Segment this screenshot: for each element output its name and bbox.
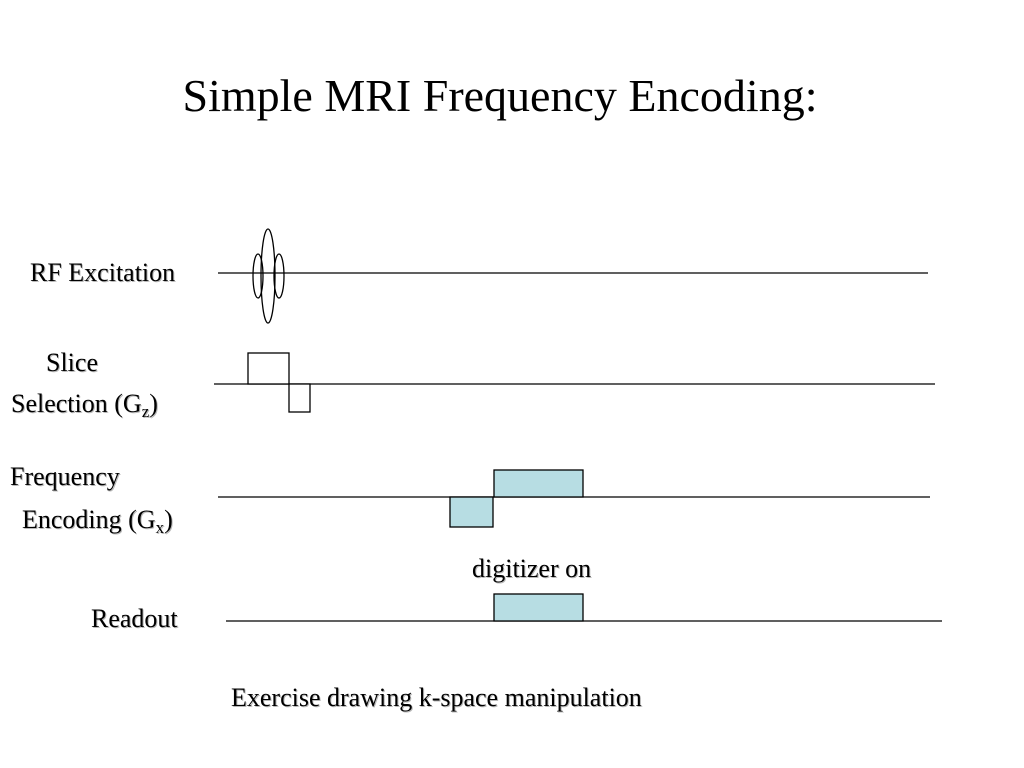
rf-pulse [252, 228, 285, 324]
slice-label-close: ) [149, 389, 158, 418]
slice-selection-label-line2: Selection (Gz) [11, 387, 158, 421]
slide-title: Simple MRI Frequency Encoding: [182, 70, 818, 121]
slice-label-text: Selection (G [11, 389, 142, 418]
slice-label-subscript: z [141, 402, 150, 421]
slice-positive-lobe [247, 352, 290, 385]
slice-selection-label-line1: Slice [46, 348, 98, 377]
slide-caption: Exercise drawing k-space manipulation [231, 683, 642, 712]
readout-label: Readout [91, 604, 178, 633]
frequency-encoding-label-line1: Frequency [10, 462, 120, 491]
frequency-encoding-label-line2: Encoding (Gx) [22, 503, 173, 537]
frequency-negative-lobe [449, 496, 494, 528]
digitizer-annotation: digitizer on [472, 554, 592, 583]
frequency-label-close: ) [164, 505, 173, 534]
slice-negative-lobe [288, 383, 311, 413]
frequency-label-subscript: x [155, 518, 165, 537]
frequency-label-text: Encoding (G [22, 505, 156, 534]
rf-excitation-label: RF Excitation [30, 258, 176, 287]
frequency-positive-lobe [493, 469, 584, 498]
readout-window [493, 593, 584, 622]
